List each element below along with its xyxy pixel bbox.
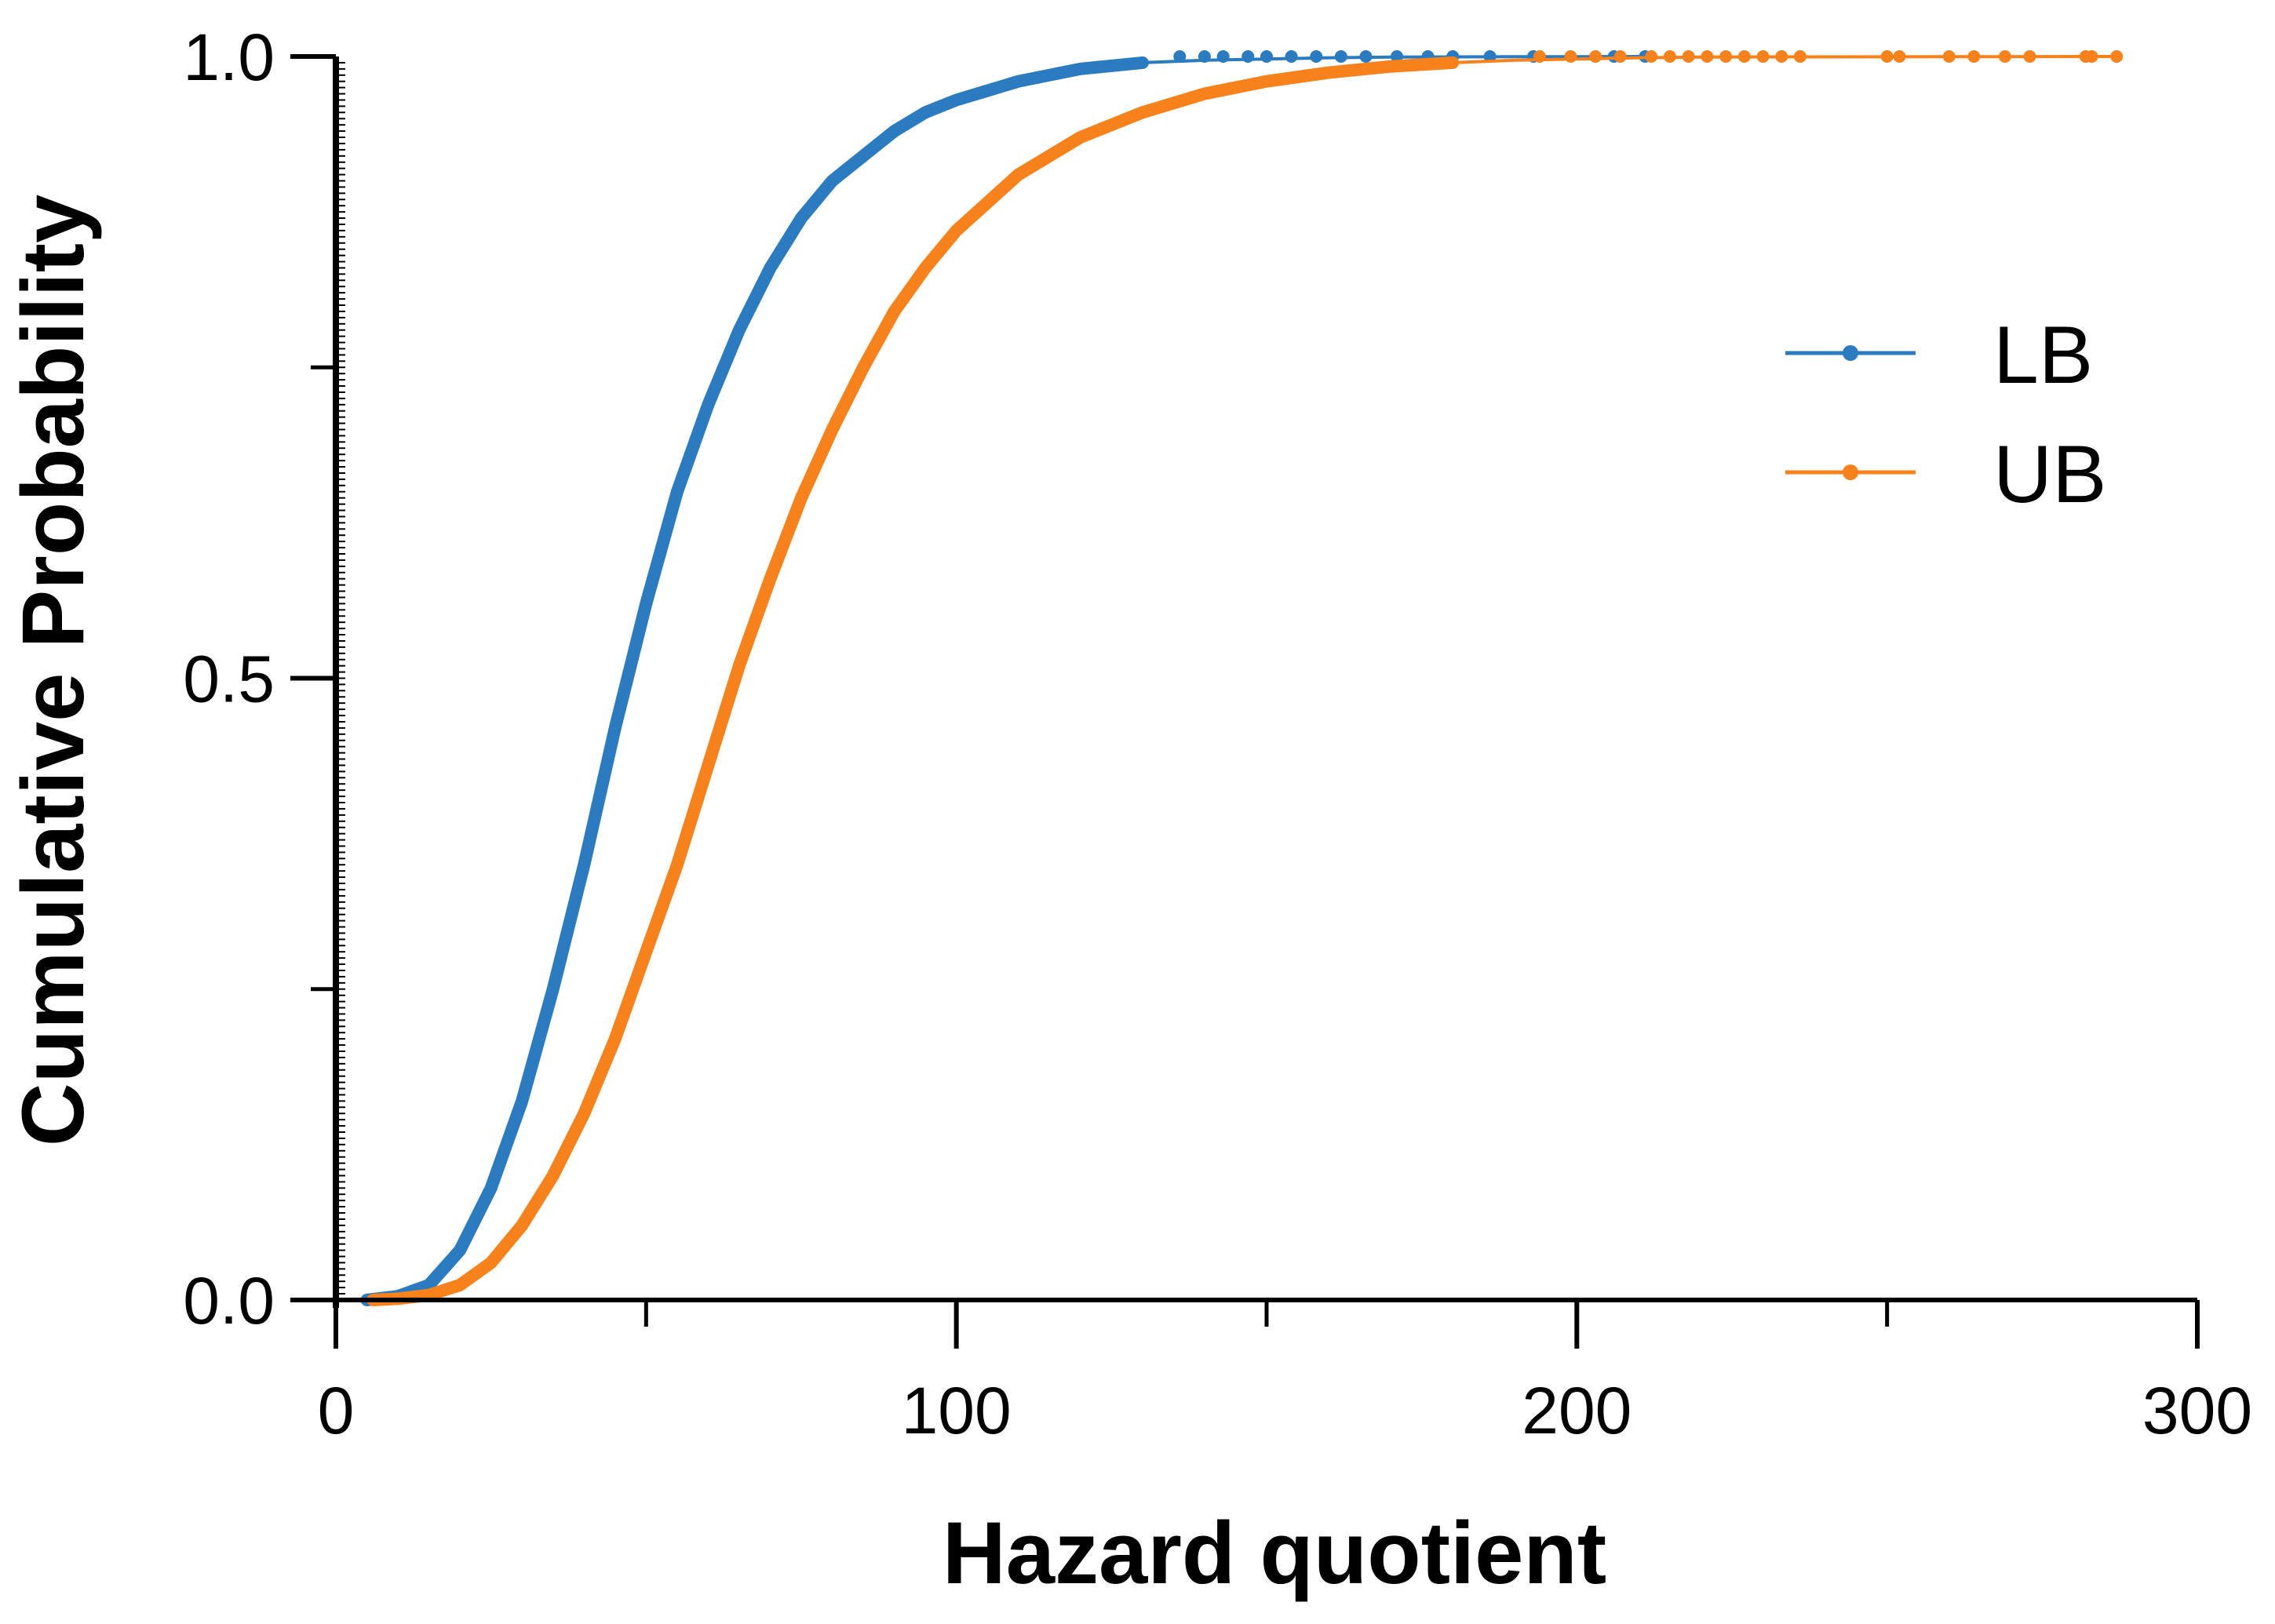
data-point-ub	[1756, 50, 1770, 63]
series-line-ub	[373, 55, 2117, 1302]
data-point-lb	[1285, 50, 1298, 63]
data-point-lb	[1334, 50, 1347, 63]
data-point-ub	[1775, 50, 1788, 63]
data-point-ub	[1645, 50, 1658, 63]
data-point-ub	[1719, 50, 1733, 63]
y-tick-label: 0.5	[183, 643, 275, 716]
legend-label-lb: LB	[1993, 310, 2093, 401]
data-point-ub	[1942, 50, 1956, 63]
y-tick-label: 0.0	[183, 1264, 275, 1338]
data-point-lb	[1173, 50, 1187, 63]
data-point-ub	[2085, 50, 2098, 63]
data-point-ub	[1589, 50, 1602, 63]
data-point-lb	[1260, 50, 1273, 63]
legend: LB UB	[1785, 310, 2106, 520]
legend-label-ub: UB	[1993, 429, 2106, 520]
data-point-ub	[1793, 50, 1807, 63]
x-tick-label: 0	[318, 1374, 355, 1447]
axes-layer: 0.0 0.5 1.0 0 100 200 300	[183, 20, 2252, 1447]
data-point-ub	[2023, 50, 2036, 63]
data-point-lb	[1359, 50, 1373, 63]
series-line-lb	[366, 55, 1652, 1302]
x-tick-label: 200	[1522, 1374, 1632, 1447]
data-point-ub	[1533, 50, 1546, 63]
x-tick-label: 100	[902, 1374, 1012, 1447]
x-tick-label: 300	[2142, 1374, 2252, 1447]
series-band-lb	[360, 56, 1149, 1306]
data-point-ub	[1663, 50, 1676, 63]
data-point-ub	[1880, 50, 1894, 63]
legend-marker-ub	[1843, 464, 1858, 480]
x-axis-title: Hazard quotient	[942, 1504, 1606, 1602]
data-point-lb	[1216, 50, 1230, 63]
data-point-lb	[1310, 50, 1323, 63]
data-point-ub	[2110, 50, 2124, 63]
data-point-ub	[1701, 50, 1714, 63]
data-point-ub	[1564, 50, 1577, 63]
data-point-ub	[1998, 50, 2011, 63]
data-point-ub	[1737, 50, 1751, 63]
series-layer	[360, 50, 2124, 1306]
data-point-ub	[1682, 50, 1695, 63]
data-point-lb	[1198, 50, 1211, 63]
data-point-ub	[1613, 50, 1627, 63]
y-tick-label: 1.0	[183, 20, 275, 94]
series-band-ub	[366, 56, 1460, 1306]
legend-marker-lb	[1843, 345, 1858, 361]
data-point-ub	[1893, 50, 1906, 63]
data-point-ub	[1967, 50, 1981, 63]
data-point-lb	[1241, 50, 1255, 63]
y-axis-title: Cumulative Probability	[4, 195, 102, 1147]
